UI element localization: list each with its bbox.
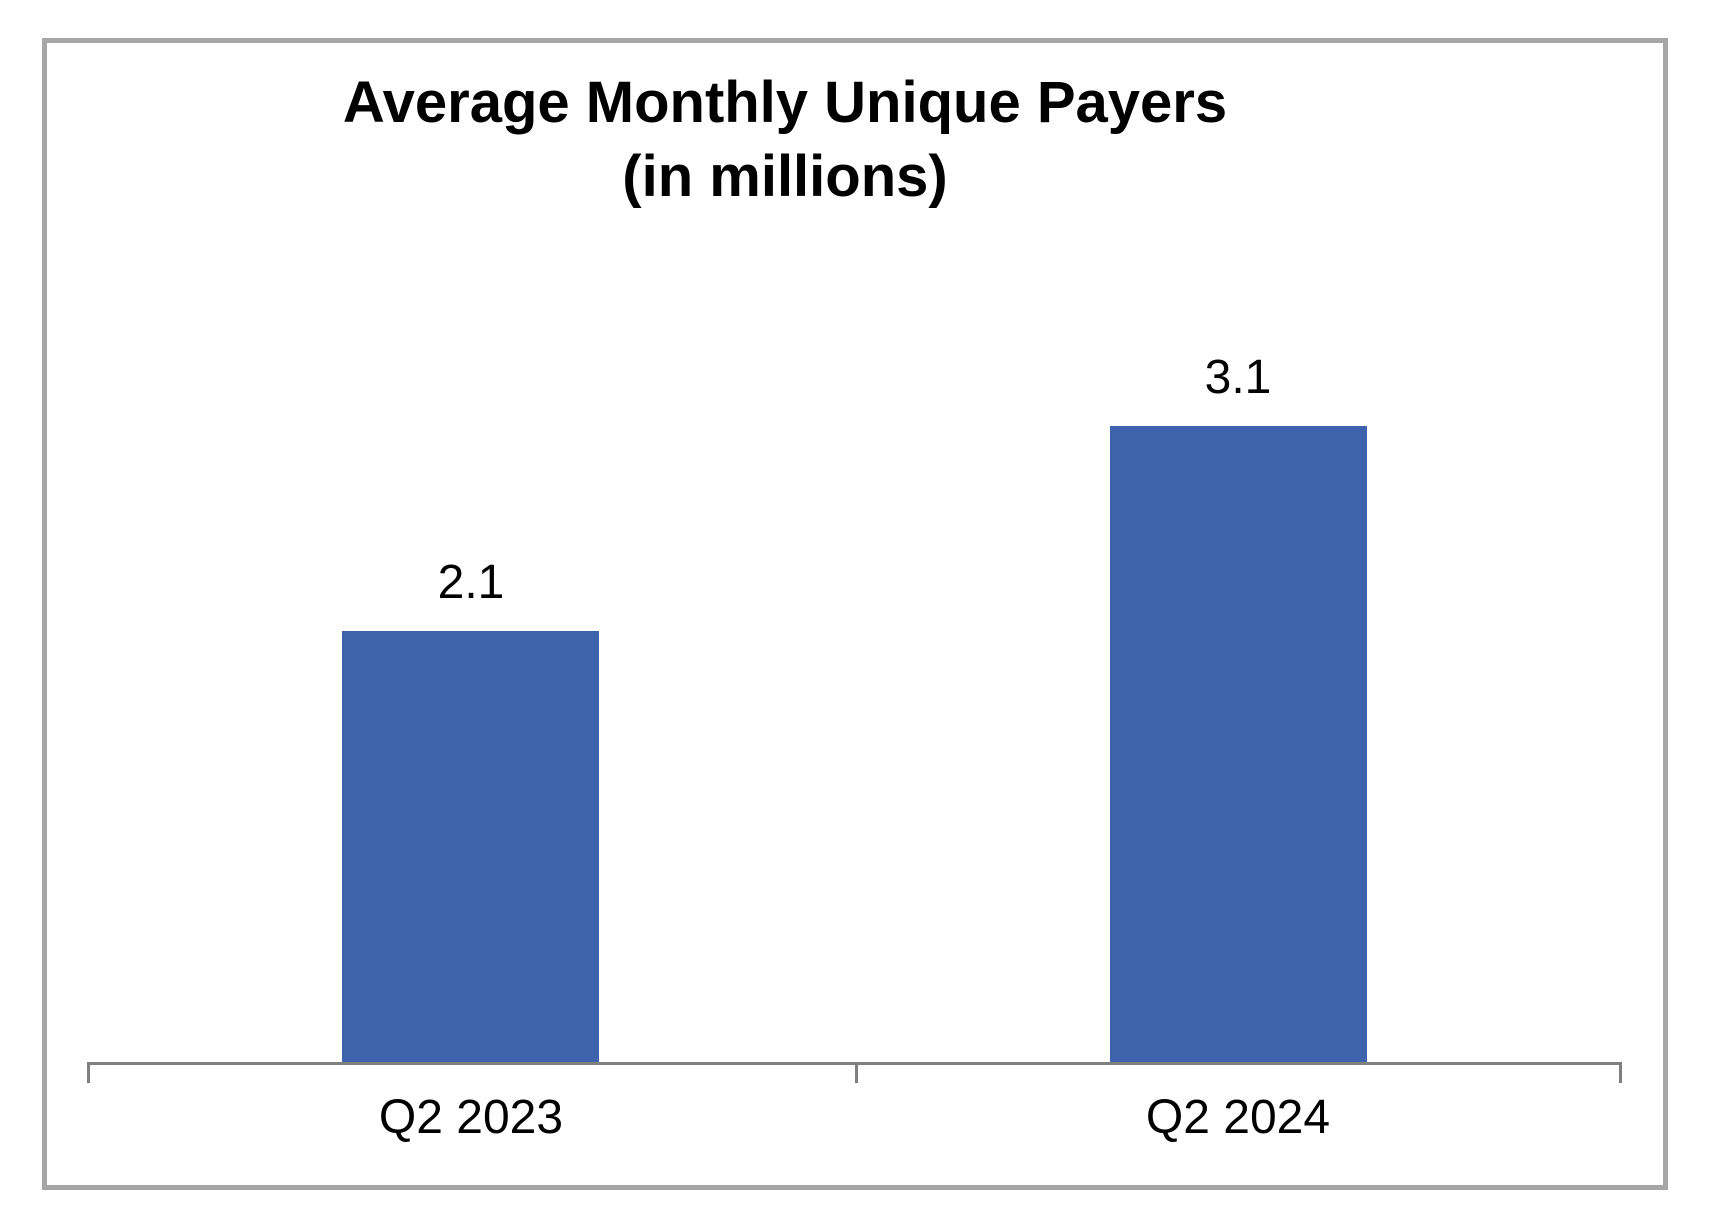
x-axis-label: Q2 2024 — [1145, 1091, 1331, 1144]
x-axis-tick — [1619, 1062, 1622, 1083]
bar-q2-2023 — [342, 631, 599, 1062]
x-axis-tick — [855, 1062, 858, 1083]
chart-title-line-1: Average Monthly Unique Payers — [342, 70, 1228, 135]
x-axis-tick — [87, 1062, 90, 1083]
chart-title: Average Monthly Unique Payers (in millio… — [0, 66, 1570, 214]
x-axis-label: Q2 2023 — [378, 1091, 564, 1144]
chart-title-line-2: (in millions) — [622, 144, 948, 209]
chart-border-frame — [42, 38, 1668, 1190]
bar-value-label: 3.1 — [1204, 351, 1272, 404]
bar-q2-2024 — [1110, 426, 1367, 1062]
x-axis-line — [87, 1062, 1622, 1065]
bar-value-label: 2.1 — [437, 556, 505, 609]
